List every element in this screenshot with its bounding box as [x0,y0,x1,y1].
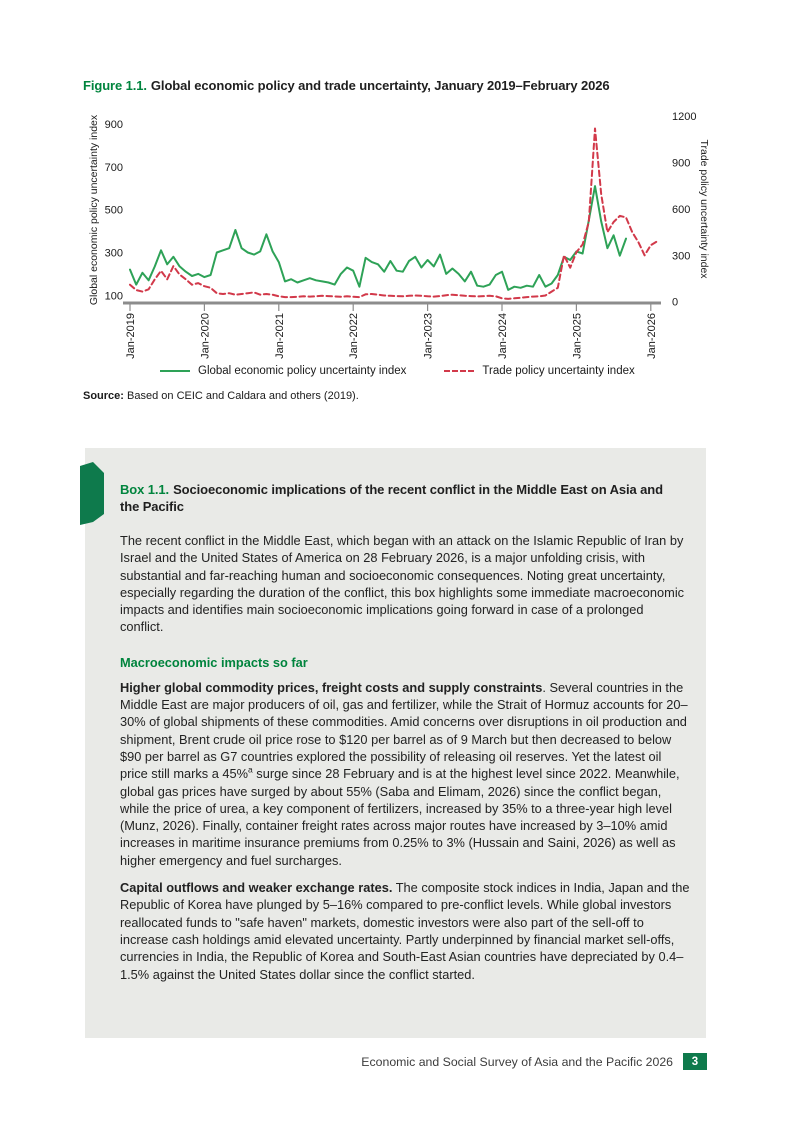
left-tick-label: 900 [105,119,123,131]
chart-legend: Global economic policy uncertainty index… [160,365,713,377]
figure-caption: Figure 1.1. Global economic policy and tr… [83,78,713,94]
right-tick-label: 1200 [672,111,696,123]
x-tick-label: Jan-2019 [125,313,137,359]
gepu-line [129,185,627,291]
box-paragraph-2: Higher global commodity prices, freight … [120,679,690,869]
page-number-badge: 3 [683,1053,707,1070]
page-footer: Economic and Social Survey of Asia and t… [361,1053,707,1070]
x-tick-label: Jan-2020 [199,313,211,359]
legend-label-gepu: Global economic policy uncertainty index [198,365,407,377]
right-axis-label: Trade policy uncertainty index [698,139,710,279]
left-tick-label: 100 [105,290,123,302]
x-tick-label: Jan-2023 [423,313,435,359]
right-tick-label: 0 [672,297,678,309]
paragraph-2-body-b: surge since 28 February and is at the hi… [120,766,680,868]
figure-source: Source: Based on CEIC and Caldara and ot… [83,390,713,402]
legend-item-gepu: Global economic policy uncertainty index [160,365,406,377]
left-tick-label: 500 [105,205,123,217]
figure-1-1: Figure 1.1. Global economic policy and tr… [83,78,713,402]
box-paragraph-3: Capital outflows and weaker exchange rat… [120,879,690,983]
paragraph-3-body: The composite stock indices in India, Ja… [120,880,690,982]
x-tick-label: Jan-2026 [646,313,658,359]
gepu-line-swatch [160,370,190,372]
left-axis-label: Global economic policy uncertainty index [88,114,100,305]
box-label: Box 1.1. [120,482,170,497]
tpu-line [129,127,658,300]
legend-label-tpu: Trade policy uncertainty index [482,365,635,377]
right-tick-label: 900 [672,158,690,170]
right-tick-label: 600 [672,204,690,216]
paragraph-3-lead: Capital outflows and weaker exchange rat… [120,880,393,896]
box-title-text: Socioeconomic implications of the recent… [120,482,663,514]
tpu-line-swatch [444,370,475,372]
box-paragraph-1: The recent conflict in the Middle East, … [120,533,685,635]
uncertainty-line-chart: Jan-2019 Jan-2020 Jan-2021 Jan-2022 Jan-2023… [88,111,710,359]
left-tick-label: 700 [105,162,123,174]
box-subheading: Macroeconomic impacts so far [120,654,308,670]
x-tick-label: Jan-2021 [274,313,286,359]
left-tick-label: 300 [105,247,123,259]
box-ribbon-icon [80,462,104,525]
right-tick-label: 300 [672,250,690,262]
figure-title: Global economic policy and trade uncerta… [150,78,610,93]
x-tick-label: Jan-2022 [348,313,360,359]
source-text: Based on CEIC and Caldara and others (20… [123,390,359,402]
source-label: Source: [83,390,124,402]
box-title: Box 1.1. Socioeconomic implications of th… [120,481,672,515]
figure-label: Figure 1.1. [83,78,147,93]
paragraph-2-body-a: . Several countries in the Middle East a… [120,679,688,782]
footer-running-title: Economic and Social Survey of Asia and t… [361,1054,673,1069]
footnote-marker-a: a [248,765,253,775]
box-1-1: Box 1.1. Socioeconomic implications of th… [80,448,706,1038]
paragraph-2-lead: Higher global commodity prices, freight … [120,679,543,695]
x-tick-label: Jan-2024 [497,313,509,359]
legend-item-tpu: Trade policy uncertainty index [444,365,635,377]
x-tick-label: Jan-2025 [571,313,583,359]
